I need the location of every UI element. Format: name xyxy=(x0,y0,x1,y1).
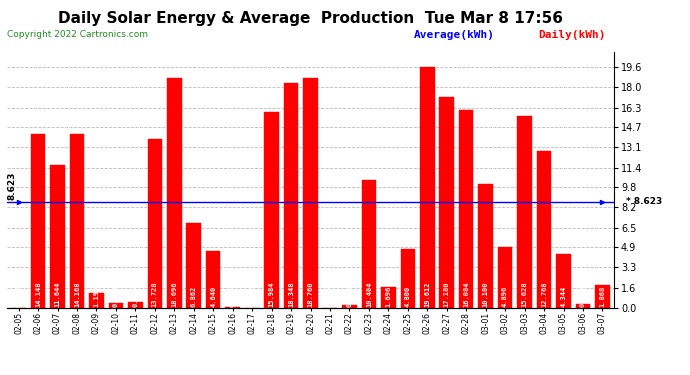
Text: 0.356: 0.356 xyxy=(113,286,119,307)
Text: * 8.623: * 8.623 xyxy=(627,197,662,206)
Bar xyxy=(342,305,357,308)
Bar xyxy=(595,285,610,308)
Bar xyxy=(518,116,532,308)
Bar xyxy=(497,248,513,308)
Text: 11.644: 11.644 xyxy=(55,281,61,307)
Bar xyxy=(70,134,84,308)
Bar xyxy=(575,304,590,307)
Bar xyxy=(128,302,143,307)
Text: 10.100: 10.100 xyxy=(482,281,489,307)
Bar xyxy=(108,303,124,307)
Text: 0.000: 0.000 xyxy=(327,286,333,307)
Bar xyxy=(459,110,473,308)
Bar xyxy=(206,251,221,308)
Bar xyxy=(186,224,201,308)
Text: Daily Solar Energy & Average  Production  Tue Mar 8 17:56: Daily Solar Energy & Average Production … xyxy=(58,11,563,26)
Bar xyxy=(167,78,181,308)
Text: 16.084: 16.084 xyxy=(463,281,469,307)
Bar xyxy=(440,97,454,308)
Text: Copyright 2022 Cartronics.com: Copyright 2022 Cartronics.com xyxy=(7,30,148,39)
Bar xyxy=(537,151,551,308)
Bar xyxy=(381,287,395,308)
Bar xyxy=(362,180,376,308)
Text: 4.896: 4.896 xyxy=(502,286,508,307)
Text: 0.480: 0.480 xyxy=(132,286,139,307)
Text: 0.004: 0.004 xyxy=(230,286,236,307)
Text: 0.000: 0.000 xyxy=(16,286,21,307)
Bar xyxy=(478,184,493,308)
Text: 4.344: 4.344 xyxy=(560,286,566,307)
Text: 14.168: 14.168 xyxy=(74,281,80,307)
Text: 18.348: 18.348 xyxy=(288,281,294,307)
Text: Average(kWh): Average(kWh) xyxy=(414,30,495,40)
Text: 1.196: 1.196 xyxy=(93,286,99,307)
Text: 6.862: 6.862 xyxy=(190,286,197,307)
Text: 0.000: 0.000 xyxy=(249,286,255,307)
Text: 8.623: 8.623 xyxy=(8,172,17,200)
Text: 0.288: 0.288 xyxy=(580,286,586,307)
Text: 17.180: 17.180 xyxy=(444,281,450,307)
Text: Daily(kWh): Daily(kWh) xyxy=(538,30,606,40)
Bar xyxy=(284,82,298,308)
Text: 1.696: 1.696 xyxy=(385,286,391,307)
Bar xyxy=(50,165,65,308)
Text: 0.204: 0.204 xyxy=(346,286,353,307)
Bar xyxy=(264,111,279,308)
Bar xyxy=(148,139,162,308)
Bar xyxy=(303,78,318,308)
Text: 1.868: 1.868 xyxy=(600,286,605,307)
Text: 15.628: 15.628 xyxy=(522,281,528,307)
Text: 19.612: 19.612 xyxy=(424,281,431,307)
Text: 15.984: 15.984 xyxy=(268,281,275,307)
Text: 14.148: 14.148 xyxy=(35,281,41,307)
Bar xyxy=(420,67,435,308)
Bar xyxy=(31,134,46,308)
Text: 4.640: 4.640 xyxy=(210,286,216,307)
Bar xyxy=(400,249,415,308)
Text: 4.800: 4.800 xyxy=(405,286,411,307)
Bar xyxy=(89,293,104,308)
Text: 13.728: 13.728 xyxy=(152,281,158,307)
Text: 18.696: 18.696 xyxy=(171,281,177,307)
Bar xyxy=(556,254,571,308)
Text: 18.760: 18.760 xyxy=(308,281,313,307)
Text: 12.768: 12.768 xyxy=(541,281,547,307)
Text: 10.404: 10.404 xyxy=(366,281,372,307)
